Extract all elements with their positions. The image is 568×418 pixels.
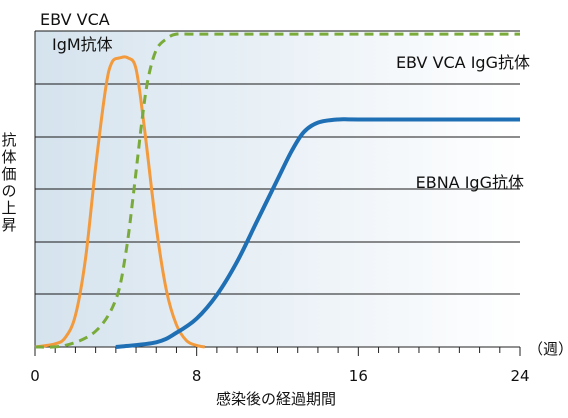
series-lines xyxy=(34,32,520,349)
y-axis-title-char: 抗 xyxy=(1,131,16,149)
x-axis-title: 感染後の経過期間 xyxy=(216,390,336,408)
series-labels: EBV VCA IgM抗体 EBV VCA IgG抗体 EBNA IgG抗体 xyxy=(40,10,530,192)
y-axis-title-char: 体 xyxy=(1,148,16,166)
y-axis-title-char: 価 xyxy=(1,165,16,183)
series-ebna-line xyxy=(115,117,520,349)
x-tick-label-8: 8 xyxy=(192,367,202,385)
y-axis-title-char: の xyxy=(1,182,16,200)
series-vca-igg-line xyxy=(34,32,520,349)
y-axis-title-char: 上 xyxy=(1,199,16,217)
x-tick-label-24: 24 xyxy=(510,367,529,385)
series-label-vca-igg-0: EBV VCA IgG抗体 xyxy=(396,53,530,72)
x-tick-label-16: 16 xyxy=(349,367,368,385)
x-unit-label: （週） xyxy=(528,340,568,358)
series-label-ebna-0: EBNA IgG抗体 xyxy=(416,173,524,192)
series-label-igm-1: IgM抗体 xyxy=(52,35,113,54)
grid-lines xyxy=(35,30,520,295)
series-label-igm-0: EBV VCA xyxy=(40,10,110,29)
series-igm-line xyxy=(34,55,206,349)
x-tick-label-0: 0 xyxy=(30,367,40,385)
y-axis-title-char: 昇 xyxy=(1,216,16,234)
